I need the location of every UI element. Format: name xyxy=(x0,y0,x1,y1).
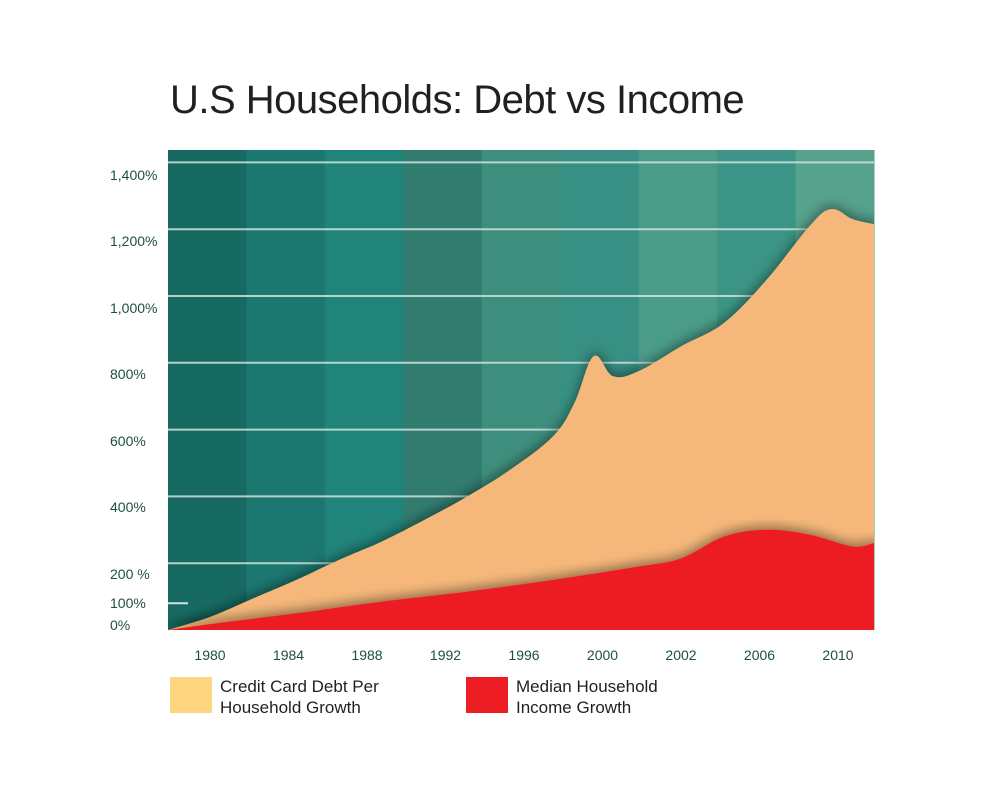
y-tick-label: 1,400% xyxy=(110,167,157,183)
x-tick-label: 2010 xyxy=(822,647,853,663)
y-tick-label: 0% xyxy=(110,617,130,633)
y-tick-label: 1,000% xyxy=(110,300,157,316)
series-area-median-income xyxy=(168,529,874,630)
legend-swatch-income xyxy=(466,677,508,713)
x-tick-label: 1984 xyxy=(273,647,304,663)
x-tick-label: 1996 xyxy=(508,647,539,663)
legend-swatch-debt xyxy=(170,677,212,713)
background-band xyxy=(168,150,247,630)
legend-item-median-income: Median Household Income Growth xyxy=(466,676,716,718)
y-tick-label: 600% xyxy=(110,433,146,449)
y-tick-label: 1,200% xyxy=(110,233,157,249)
x-tick-label: 1980 xyxy=(194,647,225,663)
x-tick-label: 1992 xyxy=(430,647,461,663)
chart-title: U.S Households: Debt vs Income xyxy=(170,78,745,122)
y-tick-label: 800% xyxy=(110,366,146,382)
x-tick-label: 2002 xyxy=(665,647,696,663)
x-axis-ticks: 1980 1984 1988 1992 1996 2000 2002 2006 2010 xyxy=(194,647,853,663)
y-tick-label: 400% xyxy=(110,499,146,515)
legend-label-income: Median Household Income Growth xyxy=(516,677,658,717)
y-tick-label: 200 % xyxy=(110,566,150,582)
y-axis-ticks: 0% 100% 200 % 400% 600% 800% 1,000% 1,200% 1,400… xyxy=(110,167,157,633)
x-tick-label: 2000 xyxy=(587,647,618,663)
x-tick-label: 1988 xyxy=(351,647,382,663)
legend-label-debt: Credit Card Debt Per Household Growth xyxy=(220,677,379,717)
y-tick-label: 100% xyxy=(110,595,146,611)
legend-item-credit-card-debt: Credit Card Debt Per Household Growth xyxy=(170,676,420,718)
x-tick-label: 2006 xyxy=(744,647,775,663)
series-area-credit-card-debt xyxy=(168,209,874,630)
background-band xyxy=(246,150,326,630)
